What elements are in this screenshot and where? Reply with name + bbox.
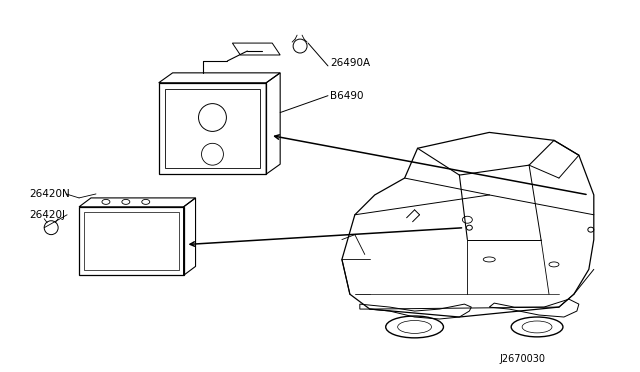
Text: 26420N: 26420N — [29, 189, 70, 199]
Text: 26420J: 26420J — [29, 210, 65, 220]
Text: B6490: B6490 — [330, 91, 364, 101]
Text: J2670030: J2670030 — [499, 354, 545, 364]
Text: 26490A: 26490A — [330, 58, 370, 68]
